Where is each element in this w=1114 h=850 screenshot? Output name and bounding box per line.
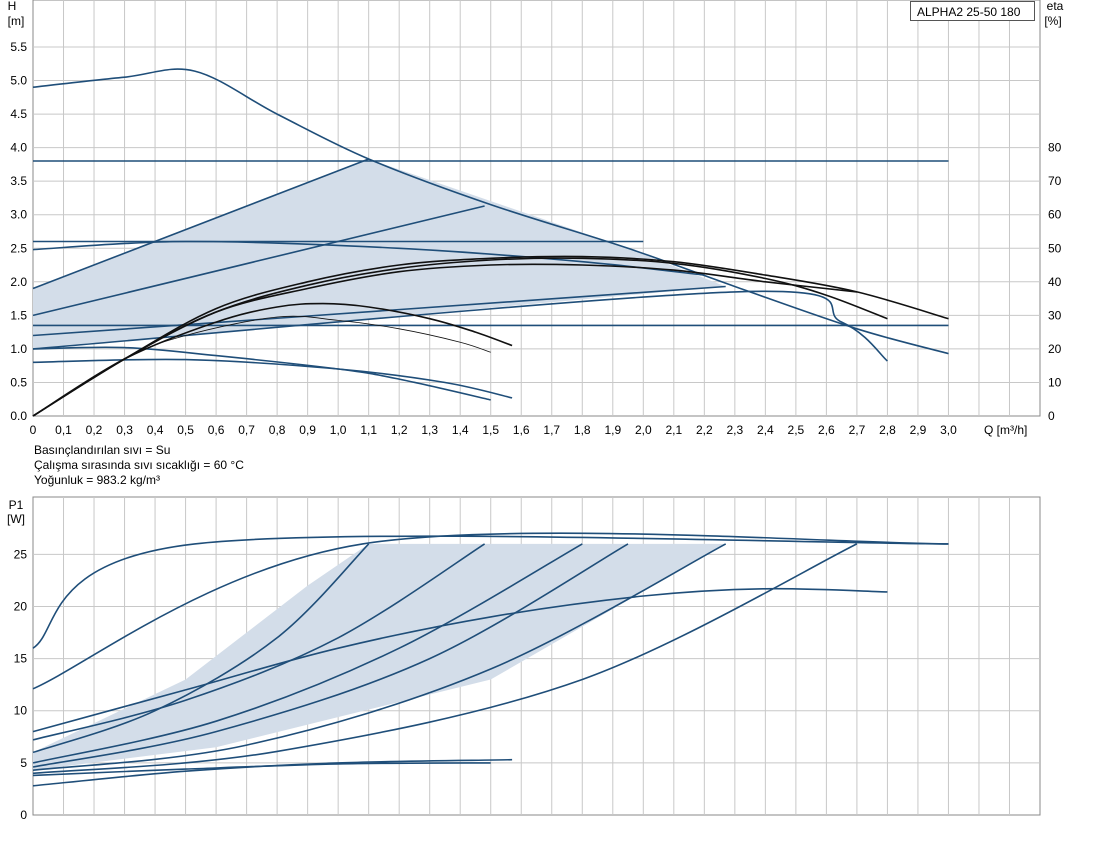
x-tick-label: 2,1 — [665, 423, 682, 437]
x-tick-label: 0,4 — [147, 423, 164, 437]
x-tick-label: 2,8 — [879, 423, 896, 437]
x-tick-label: 3,0 — [940, 423, 957, 437]
y2-tick-label: 50 — [1048, 241, 1062, 255]
x-tick-label: 2,3 — [727, 423, 744, 437]
x-tick-label: 2,4 — [757, 423, 774, 437]
y-axis-unit: [m] — [8, 14, 25, 28]
power-y-tick-label: 20 — [14, 599, 28, 613]
x-tick-label: 1,8 — [574, 423, 591, 437]
x-tick-label: 1,6 — [513, 423, 530, 437]
y-tick-label: 3.0 — [10, 208, 27, 222]
power-y-tick-label: 15 — [14, 652, 28, 666]
y-tick-label: 4.5 — [10, 107, 27, 121]
efficiency-curve — [32, 255, 949, 417]
power-y-axis-unit: [W] — [7, 512, 25, 526]
note-liquid: Basınçlandırılan sıvı = Su — [34, 443, 171, 457]
efficiency-curve — [32, 315, 491, 417]
x-tick-label: 1,9 — [604, 423, 621, 437]
x-tick-label: 2,6 — [818, 423, 835, 437]
power-curve — [32, 543, 629, 768]
power-y-tick-label: 0 — [20, 808, 27, 822]
model-title: ALPHA2 25-50 180 — [917, 5, 1021, 19]
power-curve — [32, 543, 858, 775]
y2-tick-label: 0 — [1048, 409, 1055, 423]
y2-tick-label: 40 — [1048, 275, 1062, 289]
y-axis-label: H — [8, 0, 17, 13]
x-axis-label: Q [m³/h] — [984, 423, 1027, 437]
y-tick-label: 2.0 — [10, 275, 27, 289]
head-curve — [32, 290, 888, 362]
y-tick-label: 1.5 — [10, 308, 27, 322]
y2-tick-label: 60 — [1048, 208, 1062, 222]
power-y-tick-label: 10 — [14, 704, 28, 718]
x-tick-label: 0 — [30, 423, 37, 437]
note-density: Yoğunluk = 983.2 kg/m³ — [34, 473, 160, 487]
power-y-tick-label: 5 — [20, 756, 27, 770]
power-y-tick-label: 25 — [14, 547, 28, 561]
y2-tick-label: 70 — [1048, 174, 1062, 188]
y2-axis-unit: [%] — [1044, 14, 1061, 28]
y-tick-label: 5.0 — [10, 74, 27, 88]
note-temperature: Çalışma sırasında sıvı sıcaklığı = 60 °C — [34, 458, 244, 472]
x-tick-label: 0,5 — [177, 423, 194, 437]
power-y-axis-label: P1 — [9, 498, 24, 512]
x-tick-label: 0,9 — [299, 423, 316, 437]
power-curve — [32, 587, 888, 733]
x-tick-label: 1,2 — [391, 423, 408, 437]
y2-tick-label: 30 — [1048, 308, 1062, 322]
y-tick-label: 4.0 — [10, 141, 27, 155]
head-curve — [32, 240, 705, 276]
x-tick-label: 0,6 — [208, 423, 225, 437]
x-tick-label: 2,5 — [788, 423, 805, 437]
y2-tick-label: 10 — [1048, 375, 1062, 389]
legend-box: ALPHA2 25-50 180 — [910, 1, 1035, 21]
y-tick-label: 5.5 — [10, 40, 27, 54]
head-plot-frame — [32, 0, 1041, 417]
x-tick-label: 1,0 — [330, 423, 347, 437]
x-tick-label: 0,1 — [55, 423, 72, 437]
y-tick-label: 1.0 — [10, 342, 27, 356]
head-curve — [32, 68, 949, 355]
power-curve — [32, 762, 491, 777]
x-tick-label: 1,1 — [360, 423, 377, 437]
x-tick-label: 2,0 — [635, 423, 652, 437]
y-tick-label: 3.5 — [10, 174, 27, 188]
head-curve — [32, 205, 485, 317]
x-tick-label: 0,2 — [86, 423, 103, 437]
y-tick-label: 0.5 — [10, 375, 27, 389]
x-tick-label: 1,4 — [452, 423, 469, 437]
x-tick-label: 2,9 — [910, 423, 927, 437]
y2-tick-label: 80 — [1048, 141, 1062, 155]
y-tick-label: 0.0 — [10, 409, 27, 423]
y-tick-label: 2.5 — [10, 241, 27, 255]
power-curve — [32, 543, 486, 741]
x-tick-label: 0,3 — [116, 423, 133, 437]
efficiency-curve — [32, 263, 857, 417]
y2-tick-label: 20 — [1048, 342, 1062, 356]
power-curve — [32, 543, 583, 764]
head-curve — [32, 285, 726, 337]
x-tick-label: 1,3 — [421, 423, 438, 437]
head-shaded-region — [33, 159, 726, 349]
x-tick-label: 0,8 — [269, 423, 286, 437]
power-curve — [32, 543, 370, 754]
power-curve — [32, 535, 949, 649]
x-tick-label: 0,7 — [238, 423, 255, 437]
power-curve — [32, 543, 727, 771]
power-curve — [32, 532, 949, 690]
y2-axis-label: eta — [1047, 0, 1064, 13]
head-curve — [32, 158, 369, 290]
head-curve — [32, 346, 491, 401]
x-tick-label: 2,7 — [849, 423, 866, 437]
x-tick-label: 1,7 — [543, 423, 560, 437]
x-tick-label: 1,5 — [482, 423, 499, 437]
x-tick-label: 2,2 — [696, 423, 713, 437]
